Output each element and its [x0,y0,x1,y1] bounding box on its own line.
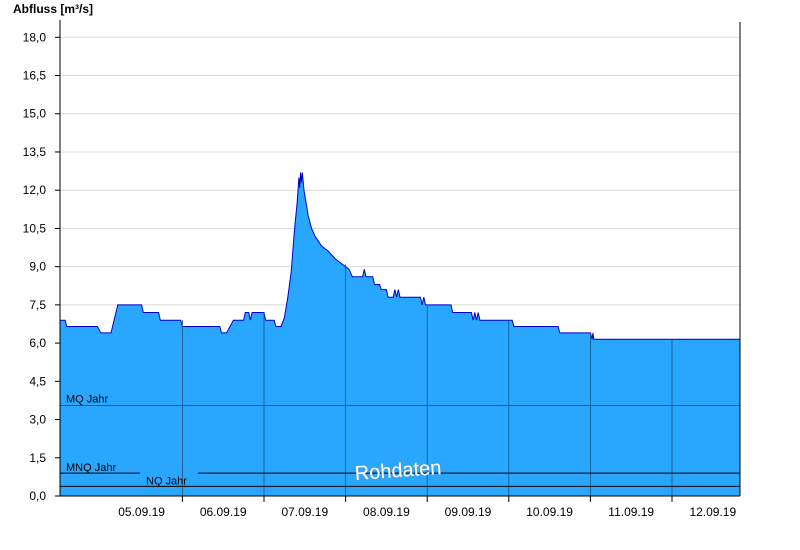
x-tick-label: 11.09.19 [608,505,654,519]
y-tick-label: 1,5 [29,451,46,465]
ref-label: MQ Jahr [66,394,109,406]
y-tick-label: 7,5 [29,298,46,312]
discharge-area [60,172,740,496]
y-tick-label: 15,0 [23,107,47,121]
y-tick-label: 6,0 [29,336,46,350]
x-tick-label: 08.09.19 [363,505,410,519]
y-tick-label: 12,0 [23,183,47,197]
y-tick-label: 10,5 [23,221,47,235]
y-tick-label: 9,0 [29,260,46,274]
y-tick-label: 16,5 [23,69,47,83]
x-tick-label: 07.09.19 [281,505,328,519]
ref-label: NQ Jahr [146,475,187,487]
y-tick-label: 3,0 [29,413,46,427]
series-area [60,172,740,496]
day-lines [181,264,673,496]
y-tick-label: 13,5 [23,145,47,159]
y-tick-label: 0,0 [29,489,46,503]
y-tick-label: 4,5 [29,374,46,388]
x-tick-label: 06.09.19 [200,505,247,519]
ref-label: MNQ Jahr [66,462,116,474]
x-tick-label: 05.09.19 [118,505,165,519]
y-tick-label: 18,0 [23,30,47,44]
discharge-line [60,172,740,340]
y-axis-label: Abfluss [m³/s] [13,2,93,16]
x-tick-label: 12.09.19 [689,505,736,519]
axes: 0,0 1,5 3,0 4,5 6,0 7,5 9,0 10,5 12,0 13,5 15,0 16,… [23,20,741,519]
x-tick-label: 09.09.19 [445,505,492,519]
reference-lines: MQ Jahr MNQ Jahr NQ Jahr [60,394,740,487]
x-tick-label: 10.09.19 [526,505,573,519]
